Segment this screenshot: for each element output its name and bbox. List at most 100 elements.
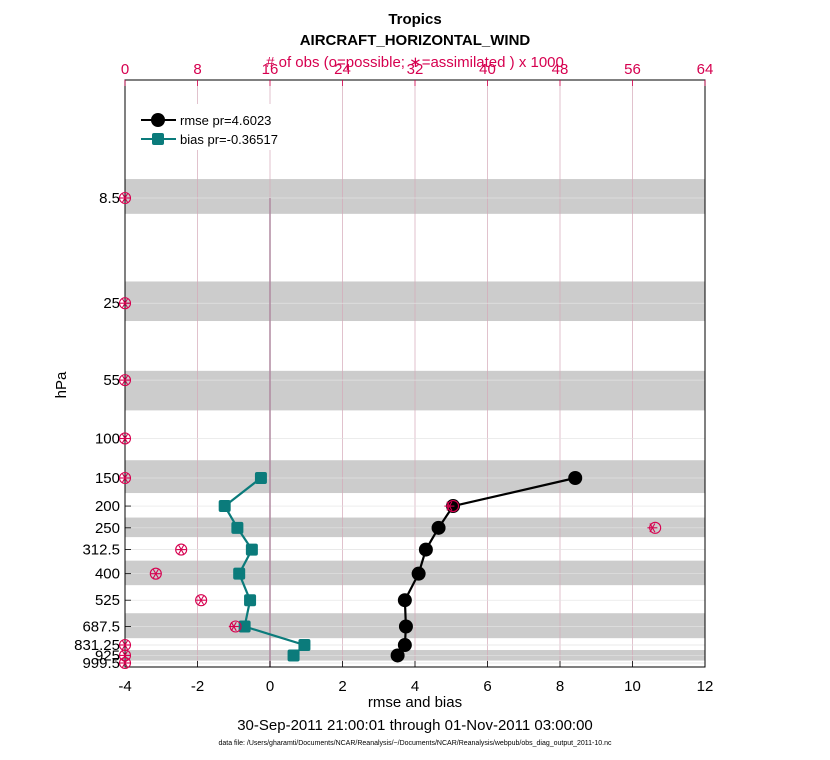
y-tick-label: 250 [95, 520, 120, 537]
obs-possible-marker [118, 432, 132, 445]
legend: rmse pr=4.6023 bias pr=-0.36517 [133, 104, 283, 150]
top-tick-label: 32 [407, 61, 424, 78]
obs-assimilated-stroke [122, 473, 128, 483]
rmse-point [431, 520, 446, 535]
y-tick-label: 831.25 [74, 637, 120, 654]
obs-assimilated-marker [444, 501, 455, 511]
top-tick-label: 56 [624, 61, 641, 78]
obs-assimilated-stroke [446, 501, 453, 511]
rmse-point [568, 471, 583, 486]
x-tick-label: -4 [118, 678, 131, 695]
horizontal-gridlines [125, 197, 705, 664]
obs-assimilated-marker [647, 523, 658, 533]
top-tick-label: 0 [121, 61, 129, 78]
bias-point [245, 543, 258, 556]
obs-possible-marker [118, 297, 132, 310]
x-tick-label: 2 [338, 678, 346, 695]
legend-bias-marker [152, 133, 164, 145]
bias-point [233, 567, 246, 580]
top-tick-label: 48 [552, 61, 569, 78]
rmse-point [397, 593, 412, 608]
y-tick-label: 200 [95, 498, 120, 515]
rmse-point [390, 648, 405, 663]
top-axis-ticks: 0 8 16 24 32 40 48 56 64 [121, 61, 714, 86]
rmse-point [411, 566, 426, 581]
chart-title: Tropics [388, 11, 441, 28]
obs-assimilated-marker [120, 640, 130, 650]
rmse-point [398, 619, 413, 634]
x-tick-label: -2 [191, 678, 204, 695]
y-tick-label: 400 [95, 566, 120, 583]
obs-assimilated-stroke [122, 640, 128, 650]
bottom-axis-ticks: -4 -2 0 2 4 6 8 10 12 [118, 661, 713, 695]
obs-possible-marker [149, 567, 162, 580]
obs-possible-marker [118, 471, 132, 485]
top-tick-label: 64 [697, 61, 714, 78]
y-tick-label: 8.5 [99, 190, 120, 207]
obs-possible-marker [118, 649, 132, 662]
top-tick-label: 16 [262, 61, 279, 78]
rmse-point [418, 542, 433, 557]
y-tick-label: 25 [103, 295, 120, 312]
series-lines [218, 471, 583, 663]
bias-point [287, 649, 300, 662]
x-tick-label: 12 [697, 678, 714, 695]
chart-subtitle: AIRCRAFT_HORIZONTAL_WIND [300, 32, 531, 49]
obs-assimilated-marker [120, 193, 130, 203]
obs-possible-marker [118, 374, 132, 387]
obs-possible-marker [175, 543, 188, 556]
obs-assimilated-stroke [122, 193, 128, 203]
obs-assimilated-marker [120, 433, 130, 444]
obs-assimilated-marker [228, 621, 239, 632]
obs-assimilated-stroke [178, 544, 185, 555]
bias-point [231, 521, 244, 534]
x-tick-label: 6 [483, 678, 491, 695]
data-file-label: data file: /Users/gharamti/Documents/NCA… [218, 740, 612, 747]
top-tick-label: 8 [193, 61, 201, 78]
bias-point [238, 620, 251, 633]
bias-point [244, 594, 257, 607]
top-tick-label: 40 [479, 61, 496, 78]
legend-bias-label: bias pr=-0.36517 [180, 132, 278, 147]
bias-point [218, 500, 231, 513]
y-tick-label: 100 [95, 430, 120, 447]
obs-assimilated-marker [120, 473, 130, 483]
x-axis-label: rmse and bias [368, 694, 462, 711]
obs-assimilated-stroke [649, 523, 656, 533]
obs-assimilated-marker [176, 544, 187, 555]
x-tick-label: 10 [624, 678, 641, 695]
date-range-label: 30-Sep-2011 21:00:01 through 01-Nov-2011… [237, 717, 593, 734]
y-axis-ticks: 8.5 25 55 100 150 200 250 312.5 400 525 687.5831.2… [74, 190, 131, 672]
y-axis-label: hPa [53, 371, 70, 398]
y-tick-label: 312.5 [82, 542, 120, 559]
obs-assimilated-stroke [152, 569, 159, 579]
obs-assimilated-marker [120, 298, 130, 308]
x-tick-label: 8 [556, 678, 564, 695]
obs-assimilated-stroke [122, 298, 128, 308]
obs-possible-marker [195, 594, 208, 607]
obs-assimilated-stroke [122, 658, 128, 668]
y-tick-label: 55 [103, 372, 120, 389]
obs-assimilated-marker [196, 595, 207, 605]
obs-markers [118, 191, 662, 670]
y-tick-label: 687.5 [82, 619, 120, 636]
x-tick-label: 4 [411, 678, 419, 695]
y-tick-label: 999.5 [82, 655, 120, 672]
y-tick-label: 525 [95, 592, 120, 609]
obs-possible-marker [118, 656, 132, 670]
y-tick-label: 925 [95, 647, 120, 664]
obs-possible-marker [118, 191, 132, 205]
bias-point [298, 639, 311, 652]
y-tick-label: 150 [95, 470, 120, 487]
obs-assimilated-stroke [122, 433, 128, 444]
legend-rmse-marker [151, 113, 165, 127]
top-axis-label: # of obs (o=possible; ∗=assimilated ) x … [266, 54, 564, 71]
obs-assimilated-stroke [230, 621, 237, 632]
obs-assimilated-marker [150, 569, 161, 579]
obs-assimilated-marker [120, 375, 130, 385]
obs-possible-marker [118, 638, 132, 652]
x-tick-label: 0 [266, 678, 274, 695]
bias-point [254, 472, 267, 485]
obs-assimilated-stroke [122, 375, 128, 385]
